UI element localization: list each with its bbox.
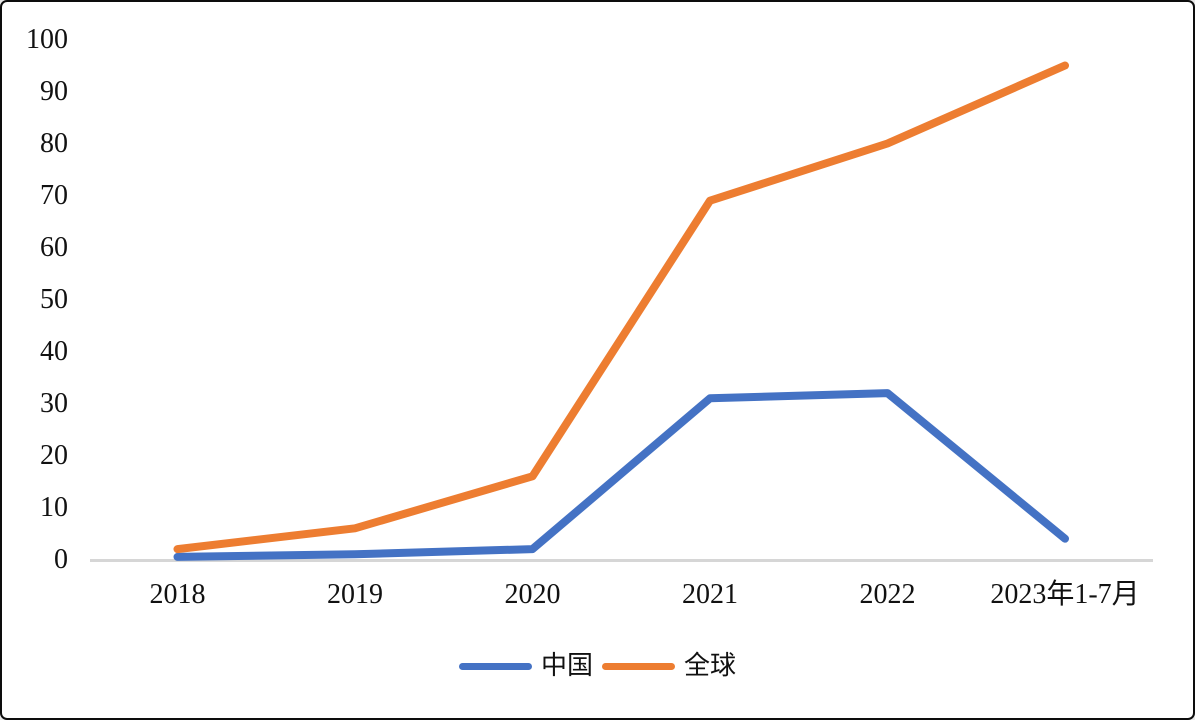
x-axis-tick-label: 2018 bbox=[149, 579, 206, 610]
y-axis-tick-label: 90 bbox=[40, 75, 68, 107]
y-axis-tick-label: 80 bbox=[40, 127, 68, 159]
legend-item-global: 全球 bbox=[602, 650, 736, 682]
series-line-china bbox=[173, 389, 1069, 561]
x-axis-tick-label: 2019 bbox=[327, 579, 383, 610]
legend: 中国 全球 bbox=[2, 650, 1193, 682]
y-axis-tick-label: 70 bbox=[40, 179, 68, 211]
legend-label: 中国 bbox=[540, 651, 593, 680]
y-axis-tick-label: 20 bbox=[40, 439, 68, 471]
y-axis-tick-label: 40 bbox=[40, 335, 68, 367]
y-axis-tick-label: 30 bbox=[40, 387, 68, 419]
legend-swatch-china bbox=[458, 662, 532, 670]
y-axis-tick-label: 10 bbox=[40, 491, 68, 523]
y-axis-tick-label: 0 bbox=[54, 543, 68, 575]
y-axis-tick-label: 100 bbox=[26, 23, 68, 55]
legend-swatch-global bbox=[602, 662, 675, 670]
series-line-global bbox=[173, 61, 1069, 554]
x-axis-tick-label: 2021 bbox=[682, 579, 738, 610]
y-axis-tick-label: 60 bbox=[40, 231, 68, 263]
legend-label: 全球 bbox=[684, 651, 737, 680]
legend-item-china: 中国 bbox=[458, 650, 593, 682]
y-axis-tick-label: 50 bbox=[40, 283, 68, 315]
x-axis-tick-label: 2023年1-7月 bbox=[990, 579, 1140, 610]
x-axis-tick-label: 2020 bbox=[504, 579, 561, 610]
x-axis-tick-label: 2022 bbox=[859, 579, 916, 610]
